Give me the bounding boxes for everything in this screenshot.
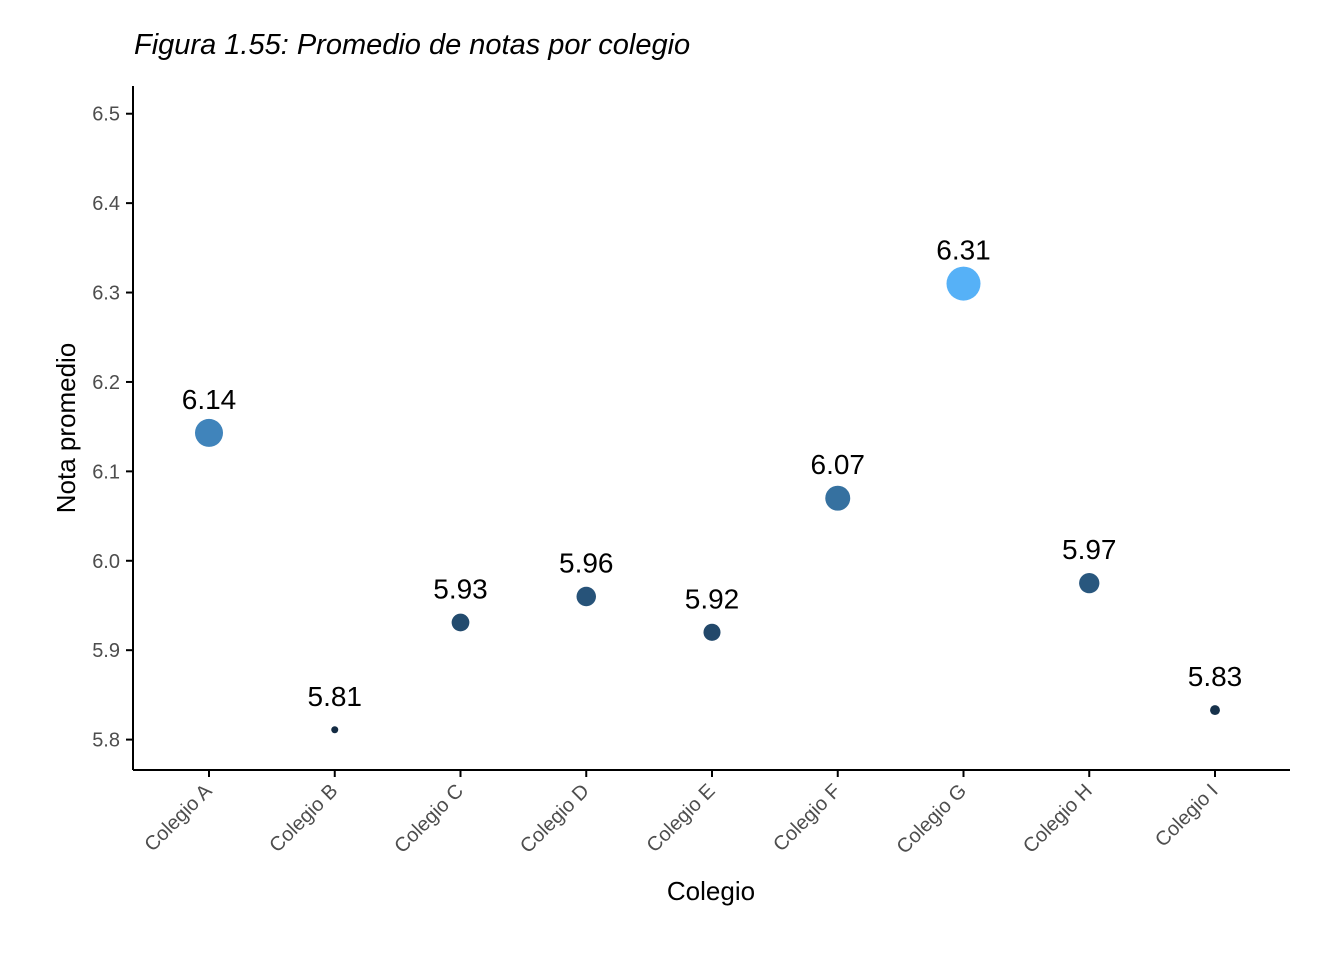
data-label: 6.31 bbox=[936, 235, 991, 266]
x-tick-label: Colegio F bbox=[769, 780, 845, 856]
y-axis: 5.8 5.9 6.0 6.1 6.2 6.3 6.4 6.5 bbox=[92, 86, 134, 770]
y-tick-label: 5.9 bbox=[92, 640, 120, 662]
y-tick-label: 6.4 bbox=[92, 193, 120, 215]
data-label: 5.96 bbox=[559, 548, 614, 579]
data-label: 5.81 bbox=[308, 681, 363, 712]
data-point bbox=[576, 586, 596, 607]
data-point bbox=[451, 613, 470, 632]
y-tick-label: 6.0 bbox=[92, 551, 120, 573]
data-point bbox=[194, 418, 224, 447]
y-tick-label: 6.3 bbox=[92, 283, 120, 305]
data-point bbox=[1079, 572, 1100, 594]
data-label: 5.97 bbox=[1062, 534, 1117, 565]
data-label: 5.92 bbox=[685, 583, 740, 614]
data-point bbox=[703, 623, 721, 641]
chart-title: Figura 1.55: Promedio de notas por coleg… bbox=[134, 29, 690, 61]
x-tick-label: Colegio C bbox=[390, 780, 468, 858]
data-point bbox=[1210, 705, 1220, 716]
data-point bbox=[825, 485, 851, 511]
y-tick-label: 6.5 bbox=[92, 104, 120, 126]
data-points bbox=[194, 266, 1220, 734]
x-tick-label: Colegio G bbox=[893, 780, 971, 858]
x-axis: Colegio A Colegio B Colegio C Colegio D Cole… bbox=[133, 769, 1290, 858]
data-label: 5.83 bbox=[1188, 661, 1243, 692]
x-tick-label: Colegio A bbox=[140, 780, 217, 857]
x-tick-label: Colegio E bbox=[643, 780, 720, 857]
x-tick-label: Colegio D bbox=[516, 780, 594, 858]
x-axis-title: Colegio bbox=[667, 876, 755, 906]
data-label: 6.14 bbox=[182, 384, 237, 415]
data-point bbox=[331, 726, 339, 734]
x-tick-label: Colegio B bbox=[265, 780, 342, 857]
y-tick-label: 6.2 bbox=[92, 372, 120, 394]
x-tick-label: Colegio I bbox=[1151, 780, 1222, 851]
x-tick-label: Colegio H bbox=[1019, 780, 1097, 858]
data-point bbox=[946, 266, 981, 301]
data-label: 6.07 bbox=[811, 449, 866, 480]
y-tick-label: 6.1 bbox=[92, 461, 120, 483]
data-label: 5.93 bbox=[433, 573, 488, 604]
y-axis-title: Nota promedio bbox=[51, 343, 81, 514]
data-labels: 6.14 5.81 5.93 5.96 5.92 6.07 6.31 5.97 5.83 bbox=[182, 235, 1243, 712]
y-tick-label: 5.8 bbox=[92, 730, 120, 752]
